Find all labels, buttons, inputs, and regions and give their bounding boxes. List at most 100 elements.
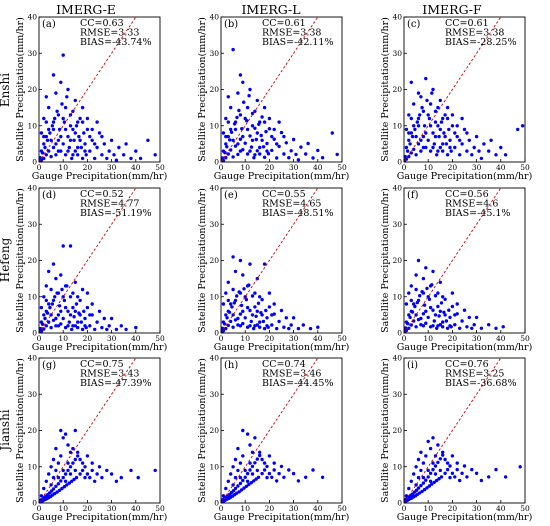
data-point [73,149,78,153]
data-point [458,153,462,157]
data-point [39,149,44,153]
data-point [85,127,90,132]
data-point [448,145,452,150]
data-point [134,325,138,330]
data-point [445,467,450,472]
y-tick-label: 10 [27,292,37,301]
y-tick-label: 40 [27,354,37,363]
data-point [226,280,230,284]
data-point [470,153,474,157]
data-point [82,309,86,313]
panel-letter: (d) [42,190,56,201]
points-group [221,255,320,333]
data-point [438,457,442,461]
data-point [424,321,428,325]
data-point [474,134,479,139]
y-tick-label: 20 [209,85,219,94]
y-tick-label: 40 [27,13,37,22]
data-point [79,320,84,324]
data-point [249,319,253,324]
data-point [238,73,243,77]
y-tick-label: 20 [209,426,219,435]
y-axis-label: Satellite Precipitation(mm/hr) [380,358,391,503]
data-point [248,324,252,328]
points-group [221,428,325,503]
x-tick-label: 40 [496,163,506,172]
x-tick-label: 50 [520,163,530,172]
data-point [63,432,68,436]
data-point [462,308,467,312]
data-point [433,120,438,124]
data-point [272,302,276,306]
data-point [416,124,421,128]
data-point [253,291,257,295]
data-point [56,291,61,295]
data-point [76,120,80,124]
data-point [441,149,445,153]
data-point [291,471,296,476]
stat-line: RMSE=3.25 [445,369,504,380]
x-axis-label: Gauge Precipitation(mm/hr) [397,512,533,523]
data-point [238,113,243,117]
data-point [51,145,56,150]
data-point [49,154,53,159]
data-point [445,105,450,110]
data-point [424,145,428,150]
data-point [77,134,81,139]
data-point [260,115,264,119]
data-point [117,145,121,150]
data-point [53,116,57,121]
data-point [272,137,276,141]
data-point [424,478,428,482]
data-point [414,273,418,277]
data-point [262,461,267,465]
x-tick-label: 40 [131,334,141,343]
data-point [262,105,267,110]
data-point [100,325,104,330]
data-point [425,486,429,490]
x-tick-label: 20 [83,504,93,513]
data-point [44,153,48,157]
data-point [138,156,143,161]
data-point [250,313,255,317]
data-point [306,141,310,146]
data-point [224,313,228,317]
data-point [419,483,423,488]
data-point [68,313,73,317]
data-point [68,138,73,142]
one-to-one-line [220,16,319,163]
data-point [80,287,85,292]
data-point [282,475,286,479]
data-point [242,287,246,291]
data-point [404,127,409,132]
data-point [311,156,315,160]
data-point [105,156,109,161]
data-point [465,131,469,135]
x-tick-label: 10 [58,504,68,513]
data-point [244,484,249,488]
data-point [114,479,119,483]
data-point [275,479,279,483]
data-point [226,479,230,483]
data-point [462,127,467,132]
data-point [436,124,440,128]
data-point [63,127,68,132]
data-point [76,450,80,454]
data-point [450,304,455,309]
points-group [404,258,505,333]
stat-line: BIAS=-42.11% [262,37,334,48]
data-point [421,481,426,485]
data-point [102,142,107,146]
data-point [39,320,44,324]
x-tick-label: 20 [265,504,275,513]
data-point [248,134,252,138]
data-point [294,152,298,157]
data-point [503,153,508,157]
data-point [448,324,452,328]
data-point [231,325,235,329]
y-tick-label: 0 [214,499,219,508]
x-tick-label: 30 [289,504,299,513]
data-point [277,471,281,476]
data-point [42,134,46,139]
x-tick-label: 20 [83,334,93,343]
